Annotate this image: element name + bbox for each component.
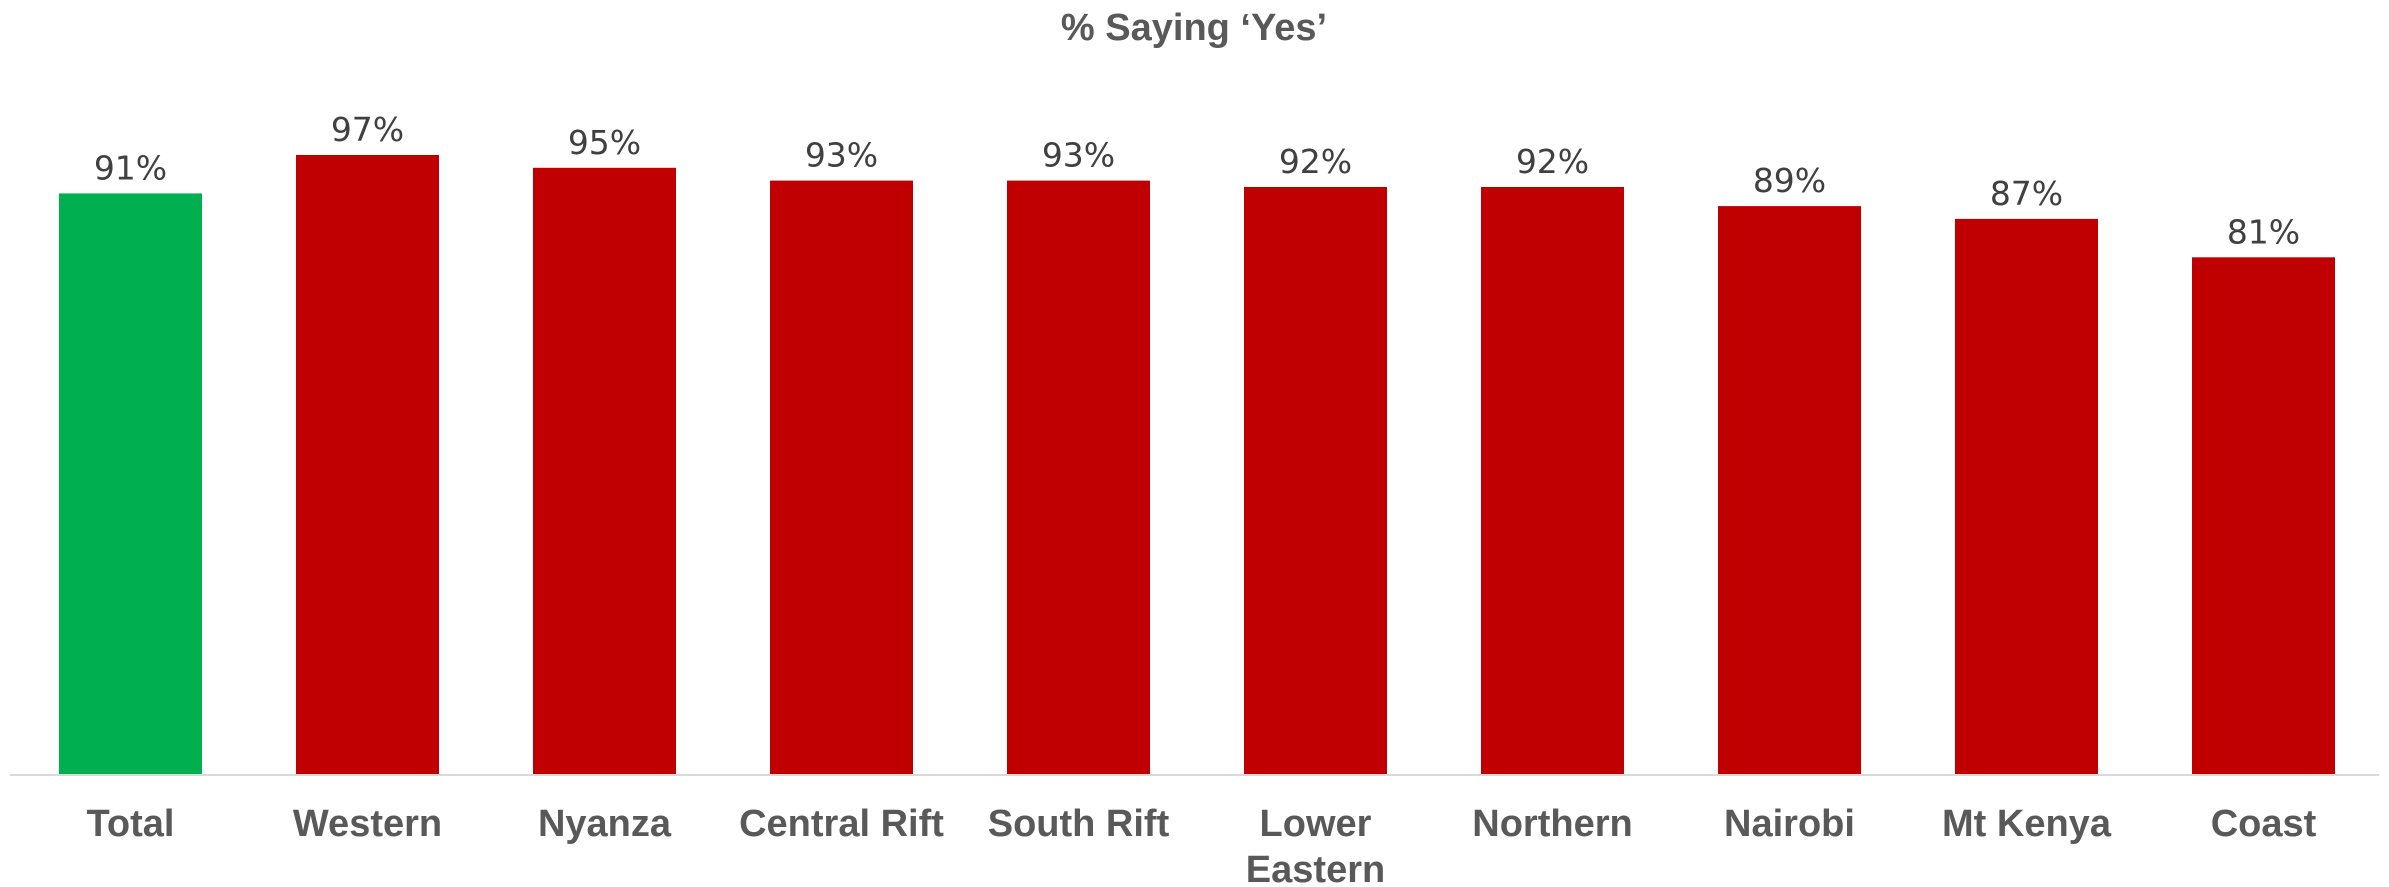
category-label-line: Total [87,803,175,845]
data-label-northern: 92% [1516,142,1589,181]
data-label-coast: 81% [2227,212,2300,251]
category-labels-layer: Total Western Nyanza Central Rift South Rift… [87,803,2317,887]
category-label-line: Western [293,803,442,845]
data-label-total: 91% [94,148,167,187]
category-label-line: Northern [1472,803,1632,845]
data-label-lower-eastern: 92% [1279,142,1352,181]
bar-total [59,193,202,775]
category-label-line: Nairobi [1724,803,1855,845]
category-label-line: Lower [1260,803,1372,845]
category-label-central-rift: Central Rift [739,803,944,845]
bar-nairobi [1718,206,1861,776]
data-labels-layer: 91% 97% 95% 93% 93% 92% 92% 89% 87% 81% [94,110,2300,251]
bar-south-rift [1007,180,1150,776]
bar-coast [2192,257,2335,775]
category-label-line: Coast [2211,803,2317,845]
category-label-mt-kenya: Mt Kenya [1942,803,2112,845]
category-label-line: Central Rift [739,803,944,845]
category-label-northern: Northern [1472,803,1632,845]
data-label-mt-kenya: 87% [1990,174,2063,213]
category-label-western: Western [293,803,442,845]
bar-mt-kenya [1955,218,2098,775]
data-label-western: 97% [331,110,404,149]
bar-western [296,155,439,775]
category-label-line: Nyanza [538,803,672,845]
data-label-central-rift: 93% [805,136,878,175]
bar-central-rift [770,180,913,776]
category-label-nairobi: Nairobi [1724,803,1855,845]
bar-northern [1481,187,1624,775]
category-label-south-rift: South Rift [988,803,1170,845]
category-label-total: Total [87,803,175,845]
chart-title: % Saying ‘Yes’ [1061,7,1327,49]
bar-lower-eastern [1244,187,1387,775]
category-label-line: Eastern [1246,849,1385,887]
data-label-nairobi: 89% [1753,161,1826,200]
data-label-nyanza: 95% [568,123,641,162]
category-label-nyanza: Nyanza [538,803,672,845]
bar-nyanza [533,167,676,776]
bars-layer [59,155,2335,776]
category-label-line: South Rift [988,803,1170,845]
category-label-coast: Coast [2211,803,2317,845]
data-label-south-rift: 93% [1042,136,1115,175]
category-label-lower-eastern: Lower Eastern [1246,803,1385,887]
category-label-line: Mt Kenya [1942,803,2112,845]
